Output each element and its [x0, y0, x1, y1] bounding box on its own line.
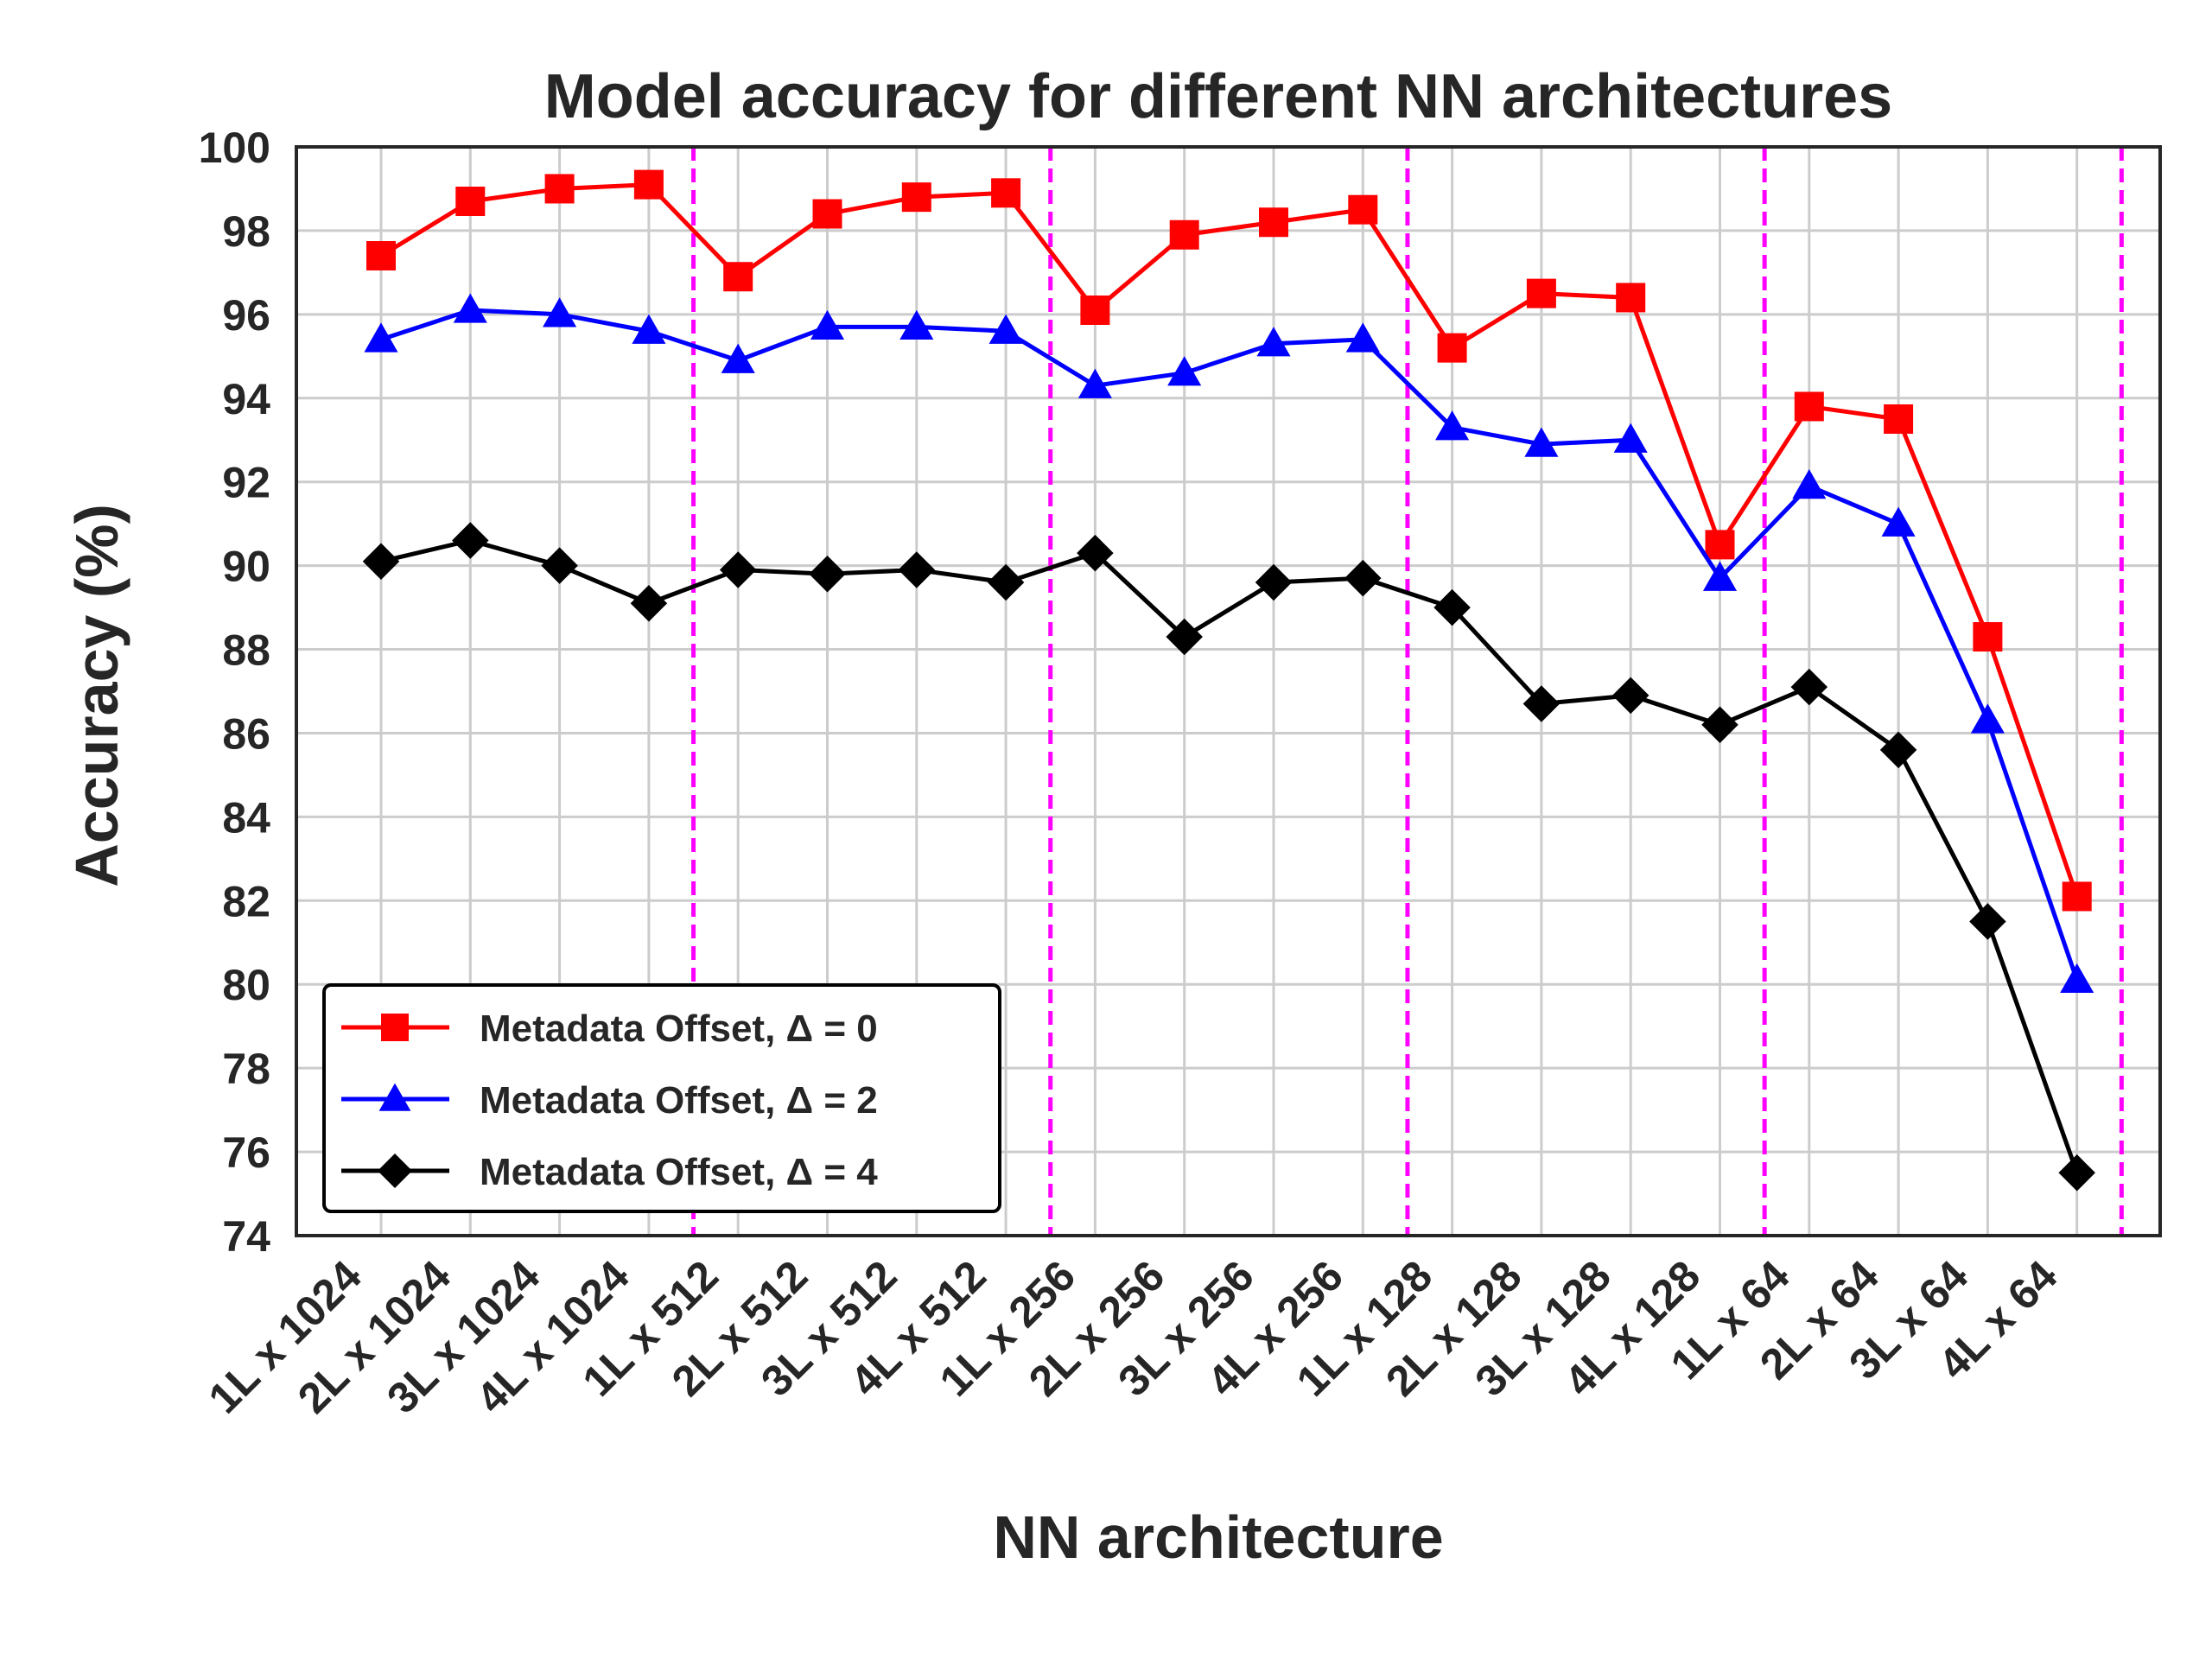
data-point	[2058, 1154, 2095, 1192]
legend-label: Metadata Offset, Δ = 0	[480, 1007, 878, 1050]
legend-marker	[378, 1154, 412, 1188]
y-tick-label: 82	[222, 877, 270, 925]
data-point	[987, 563, 1025, 601]
series-2	[362, 522, 2095, 1192]
y-tick-label: 94	[222, 375, 270, 423]
data-point	[719, 551, 757, 588]
data-point	[1077, 534, 1114, 572]
data-point	[1524, 427, 1559, 457]
data-point	[1790, 668, 1828, 706]
data-point	[1879, 731, 1917, 769]
data-point	[1348, 194, 1378, 225]
data-point	[1794, 391, 1824, 422]
data-point	[988, 314, 1023, 344]
legend-marker	[381, 1014, 409, 1041]
legend: Metadata Offset, Δ = 0 Metadata Offset, Δ…	[322, 983, 1001, 1213]
data-point	[723, 262, 753, 292]
y-tick-label: 80	[222, 961, 270, 1009]
data-point	[1255, 563, 1293, 601]
data-point	[366, 241, 396, 270]
data-point	[1080, 296, 1110, 325]
data-point	[630, 584, 668, 622]
data-point	[364, 322, 398, 353]
data-point	[1435, 410, 1470, 441]
y-tick-label: 74	[222, 1212, 270, 1261]
data-point	[544, 174, 575, 204]
series-line	[379, 182, 2080, 898]
series-1	[364, 293, 2094, 994]
y-tick-label: 78	[222, 1045, 270, 1093]
data-point	[2060, 963, 2094, 994]
data-point	[1345, 322, 1380, 353]
y-tick-label: 92	[222, 459, 270, 507]
data-point	[812, 199, 842, 229]
data-point	[1613, 423, 1648, 453]
data-point	[1259, 207, 1288, 238]
y-tick-labels: 74 76 78 80 82 84 86 88 90 92 94 96 98 100	[199, 124, 271, 1261]
data-point	[362, 543, 400, 581]
data-point	[1169, 219, 1199, 250]
series-group	[362, 169, 2095, 1192]
data-point	[1701, 706, 1738, 744]
data-point	[1166, 618, 1203, 656]
y-tick-label: 90	[222, 543, 270, 591]
data-point	[899, 309, 934, 340]
data-point	[543, 297, 577, 327]
legend-item-1: Metadata Offset, Δ = 2	[341, 1079, 878, 1122]
data-point	[809, 556, 846, 593]
data-point	[1705, 530, 1735, 560]
series-0	[366, 169, 2092, 912]
data-point	[1611, 677, 1649, 715]
plot-frame	[295, 145, 2162, 1237]
y-tick-label: 84	[222, 793, 270, 842]
data-point	[1437, 333, 1467, 363]
legend-item-0: Metadata Offset, Δ = 0	[341, 1007, 878, 1050]
data-point	[1616, 283, 1646, 313]
y-axis-label: Accuracy (%)	[63, 504, 130, 887]
data-point	[1881, 506, 1916, 537]
data-point	[1973, 622, 2003, 652]
data-point	[1522, 685, 1560, 722]
legend-item-2: Metadata Offset, Δ = 4	[341, 1151, 878, 1193]
chart-title: Model accuracy for different NN architec…	[544, 62, 1892, 131]
data-point	[2062, 881, 2092, 912]
data-point	[1884, 404, 1914, 434]
data-point	[1256, 327, 1291, 357]
series-line	[380, 308, 2080, 982]
data-point	[455, 187, 486, 216]
data-point	[1970, 703, 2005, 734]
y-tick-label: 88	[222, 626, 270, 675]
data-point	[1526, 278, 1556, 308]
data-point	[810, 309, 845, 340]
x-axis-label: NN architecture	[993, 1503, 1443, 1571]
data-point	[901, 182, 931, 213]
y-tick-label: 98	[222, 207, 270, 256]
data-point	[991, 178, 1021, 208]
data-point	[1167, 356, 1202, 386]
legend-label: Metadata Offset, Δ = 4	[480, 1151, 878, 1193]
y-tick-label: 76	[222, 1128, 270, 1177]
data-point	[1702, 561, 1738, 591]
legend-marker	[378, 1083, 411, 1111]
data-point	[453, 293, 487, 323]
data-point	[721, 343, 755, 373]
data-point	[1792, 468, 1827, 499]
data-point	[1077, 368, 1112, 398]
legend-label: Metadata Offset, Δ = 2	[480, 1079, 878, 1122]
data-point	[1433, 588, 1471, 626]
y-tick-label: 86	[222, 709, 270, 758]
data-point	[541, 547, 578, 584]
data-point	[452, 522, 489, 559]
data-point	[1344, 559, 1382, 597]
data-point	[898, 551, 936, 588]
data-point	[633, 169, 664, 200]
data-point	[1969, 903, 2006, 940]
data-point	[632, 314, 666, 344]
y-tick-label: 100	[199, 124, 270, 172]
legend-box	[322, 983, 1001, 1213]
series-line	[380, 538, 2080, 1174]
y-tick-label: 96	[222, 291, 270, 340]
